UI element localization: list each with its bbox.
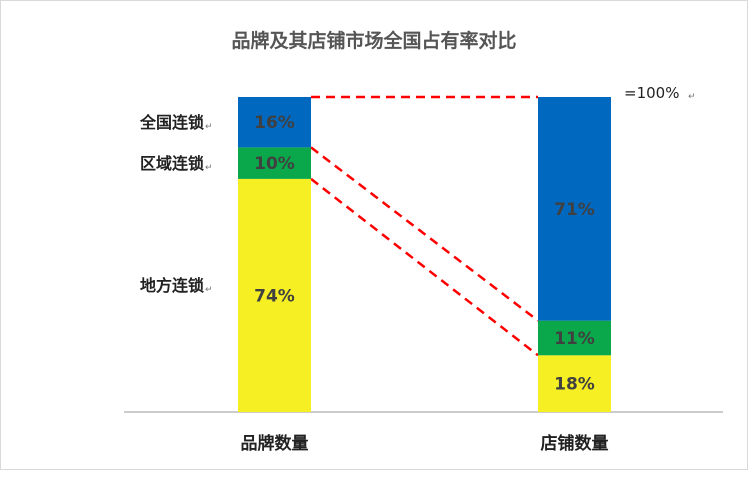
category-label-1: 品牌数量 [241, 433, 309, 454]
connector-line-3 [310, 177, 539, 357]
data-label-1-3: 16% [254, 113, 295, 133]
data-label-2-1: 18% [554, 375, 595, 395]
chart-title: 品牌及其店铺市场全国占有率对比 [231, 29, 516, 52]
bar-segment-2-1 [538, 355, 611, 412]
data-label-2-2: 11% [554, 329, 595, 349]
data-label-1-2: 10% [254, 154, 295, 174]
connector-lines [310, 95, 539, 357]
return-mark-icon: ↵ [688, 92, 696, 102]
category-label-2: 店铺数量 [541, 433, 609, 454]
series-label-3: 全国连锁 [139, 113, 204, 132]
return-mark-icon: ↵ [205, 163, 213, 173]
return-mark-icon: ↵ [205, 122, 213, 132]
bar-segment-1-2 [238, 147, 311, 179]
total-annotation: =100% [624, 84, 679, 102]
bars-group [238, 97, 611, 412]
bar-segment-2-2 [538, 320, 611, 356]
series-label-1: 地方连锁 [140, 276, 204, 295]
data-label-1-1: 74% [254, 286, 295, 306]
bar-segment-2-3 [538, 97, 611, 321]
return-mark-icon: ↵ [205, 285, 213, 295]
bar-segment-1-3 [238, 97, 311, 148]
chart-frame: 品牌及其店铺市场全国占有率对比 74% 10% 16% 品牌数量 18% 11% 71% 店铺… [0, 0, 748, 470]
bar-segment-1-1 [238, 178, 311, 412]
connector-line-2 [310, 146, 539, 322]
stacked-bar-chart: 品牌及其店铺市场全国占有率对比 74% 10% 16% 品牌数量 18% 11% 71% 店铺… [124, 29, 723, 454]
series-label-2: 区域连锁 [140, 154, 204, 173]
data-label-2-3: 71% [554, 200, 595, 220]
